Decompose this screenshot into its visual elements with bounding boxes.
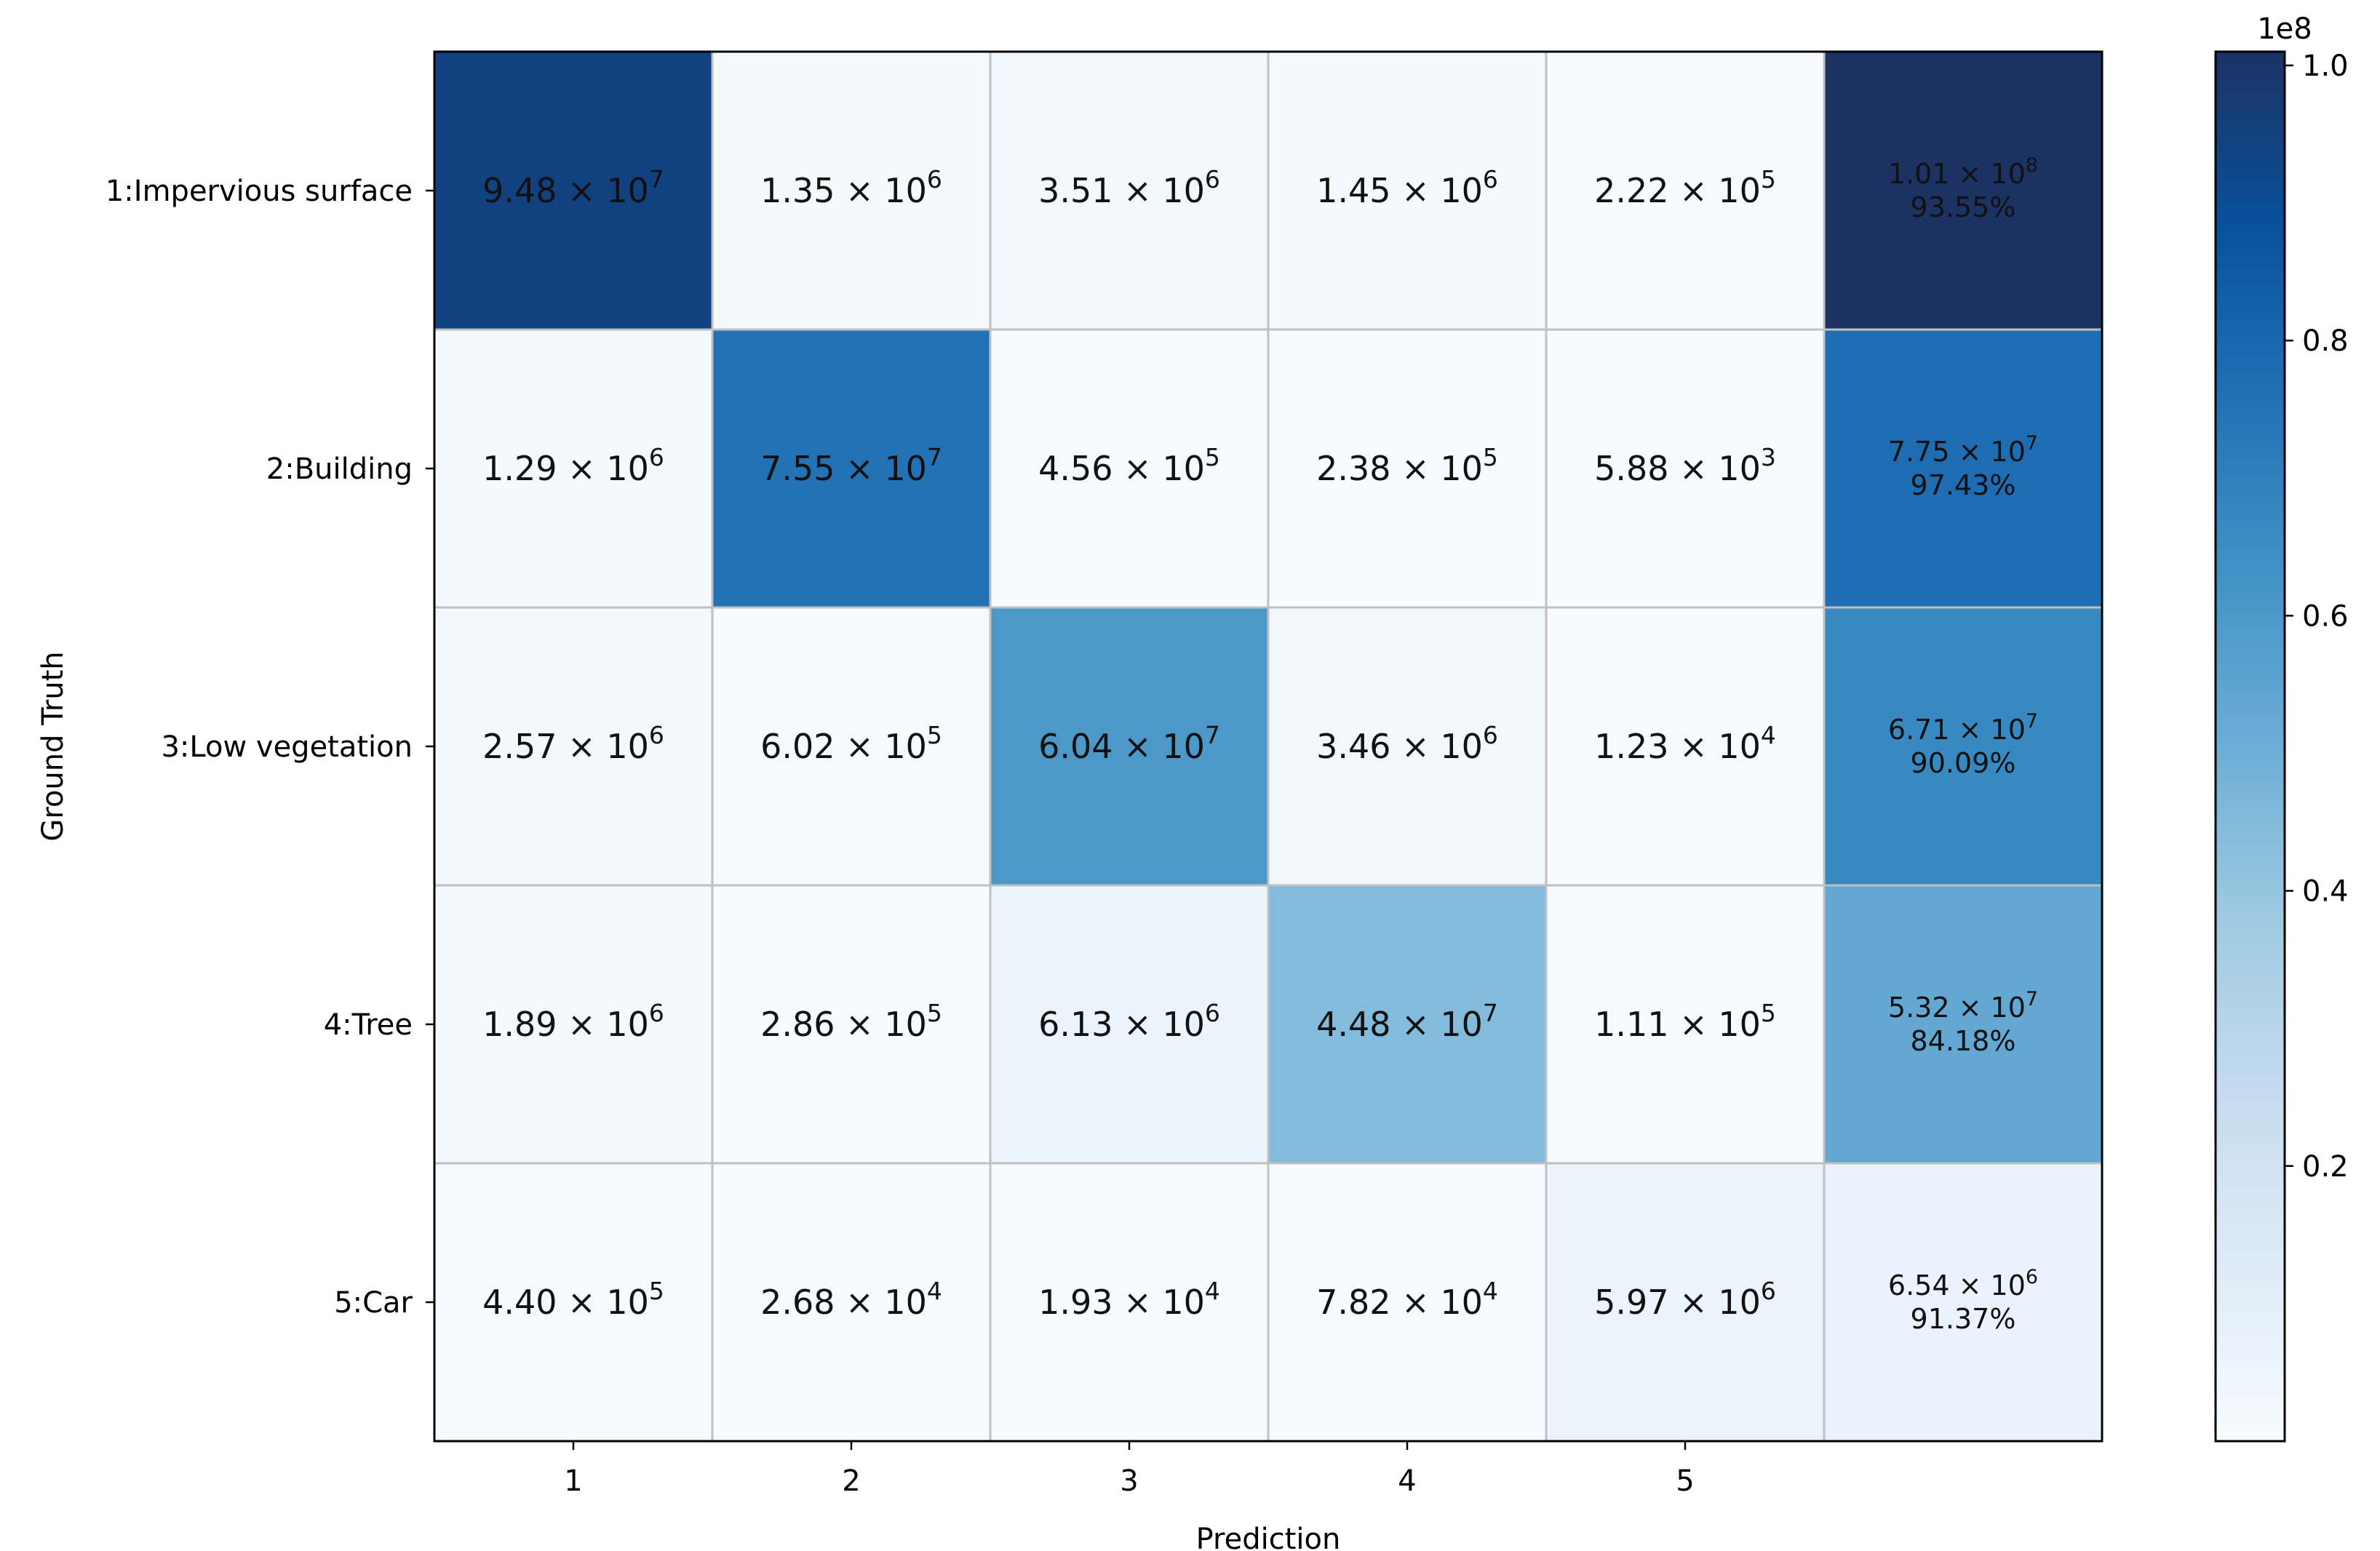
row-total-cell-3	[1823, 606, 2104, 887]
axes: 1:Impervious surface 2:Building 3:Low vege…	[36, 50, 2104, 1551]
cell-r2-c5	[1545, 328, 1826, 609]
x-tick-label-5: 5	[1676, 1464, 1694, 1498]
row-recall-label-5: 91.37%	[1911, 1303, 2016, 1335]
cell-label-r5-c2: 2.68 × 104	[760, 1277, 942, 1322]
cell-label-r3-c3: 6.04 × 107	[1038, 721, 1220, 766]
cell-r3-c3	[989, 606, 1270, 887]
row-total-label-3: 6.71 × 107	[1888, 710, 2038, 746]
cell-label-r2-c2: 7.55 × 107	[760, 443, 942, 488]
cell-r4-c4	[1267, 884, 1548, 1165]
cell-r5-c1	[433, 1162, 714, 1443]
y-tick-label-4: 4:Tree	[324, 1008, 413, 1042]
cell-label-r4-c2: 2.86 × 105	[760, 999, 942, 1044]
cell-r3-c4	[1267, 606, 1548, 887]
colorbar-fill	[2216, 52, 2285, 1441]
colorbar-tick-label-5: 1.0	[2302, 49, 2349, 83]
cell-r5-c2	[711, 1162, 992, 1443]
cell-r5-c3	[989, 1162, 1270, 1443]
cell-r1-c1	[433, 50, 714, 331]
cell-r1-c4	[1267, 50, 1548, 331]
cell-r4-c2	[711, 884, 992, 1165]
cell-label-r1-c5: 2.22 × 105	[1594, 165, 1776, 210]
colorbar-offset-label: 1e8	[2257, 12, 2312, 46]
row-total-label-1: 1.01 × 108	[1888, 154, 2038, 190]
row-total-cell-2	[1823, 328, 2104, 609]
y-axis-label: Ground Truth	[36, 651, 70, 841]
colorbar-tick-label-4: 0.8	[2302, 324, 2349, 358]
cell-label-r3-c1: 2.57 × 106	[482, 721, 664, 766]
cell-label-r5-c5: 5.97 × 106	[1594, 1277, 1776, 1322]
row-recall-label-3: 90.09%	[1911, 747, 2016, 779]
cell-label-r1-c4: 1.45 × 106	[1316, 165, 1498, 210]
cell-label-r3-c5: 1.23 × 104	[1594, 721, 1776, 766]
cell-label-r4-c1: 1.89 × 106	[482, 999, 664, 1044]
row-total-label-5: 6.54 × 106	[1888, 1266, 2038, 1301]
cell-r5-c5	[1545, 1162, 1826, 1443]
row-total-label-2: 7.75 × 107	[1888, 432, 2038, 468]
x-tick-label-2: 2	[842, 1464, 860, 1498]
cell-label-r5-c4: 7.82 × 104	[1316, 1277, 1498, 1322]
y-tick-label-1: 1:Impervious surface	[106, 175, 413, 208]
cell-label-r3-c4: 3.46 × 106	[1316, 721, 1498, 766]
y-tick-label-5: 5:Car	[334, 1286, 413, 1320]
row-total-label-4: 5.32 × 107	[1888, 988, 2038, 1024]
cell-r4-c3	[989, 884, 1270, 1165]
row-recall-label-1: 93.55%	[1911, 191, 2016, 223]
row-total-cell-1	[1823, 50, 2104, 331]
cell-label-r1-c2: 1.35 × 106	[760, 165, 942, 210]
cell-r3-c2	[711, 606, 992, 887]
x-tick-label-1: 1	[564, 1464, 582, 1498]
cell-label-r3-c2: 6.02 × 105	[760, 721, 942, 766]
y-tick-label-3: 3:Low vegetation	[161, 730, 413, 764]
cell-r1-c5	[1545, 50, 1826, 331]
cell-label-r2-c3: 4.56 × 105	[1038, 443, 1220, 488]
colorbar-tick-label-1: 0.2	[2302, 1150, 2349, 1184]
cell-label-r4-c5: 1.11 × 105	[1594, 999, 1776, 1044]
cell-r4-c5	[1545, 884, 1826, 1165]
y-tick-label-2: 2:Building	[266, 452, 413, 486]
cell-label-r2-c1: 1.29 × 106	[482, 443, 664, 488]
row-recall-label-4: 84.18%	[1911, 1025, 2016, 1057]
heatmap-labels: 9.48 × 107 1.35 × 106 3.51 × 106 1.45 × 106…	[482, 154, 2038, 1335]
cell-label-r4-c4: 4.48 × 107	[1316, 999, 1498, 1044]
cell-r3-c5	[1545, 606, 1826, 887]
cell-label-r5-c1: 4.40 × 105	[482, 1277, 664, 1322]
row-total-cell-5	[1823, 1162, 2104, 1443]
cell-r2-c3	[989, 328, 1270, 609]
cell-label-r2-c5: 5.88 × 103	[1594, 443, 1776, 488]
cell-r2-c1	[433, 328, 714, 609]
cell-label-r2-c4: 2.38 × 105	[1316, 443, 1498, 488]
colorbar-frame	[2214, 50, 2286, 1443]
row-total-cell-4	[1823, 884, 2104, 1165]
cell-label-r1-c1: 9.48 × 107	[482, 165, 664, 210]
heatmap-cells	[433, 50, 2104, 1443]
cell-label-r1-c3: 3.51 × 106	[1038, 165, 1220, 210]
cell-label-r4-c3: 6.13 × 106	[1038, 999, 1220, 1044]
colorbar-tick-label-2: 0.4	[2302, 875, 2349, 909]
colorbar-tick-label-3: 0.6	[2302, 599, 2349, 633]
cell-r1-c2	[711, 50, 992, 331]
row-recall-label-2: 97.43%	[1911, 469, 2016, 501]
cell-label-r5-c3: 1.93 × 104	[1038, 1277, 1220, 1322]
x-tick-label-4: 4	[1398, 1464, 1416, 1498]
x-tick-label-3: 3	[1120, 1464, 1138, 1498]
x-axis-label: Prediction	[1196, 1523, 1341, 1551]
